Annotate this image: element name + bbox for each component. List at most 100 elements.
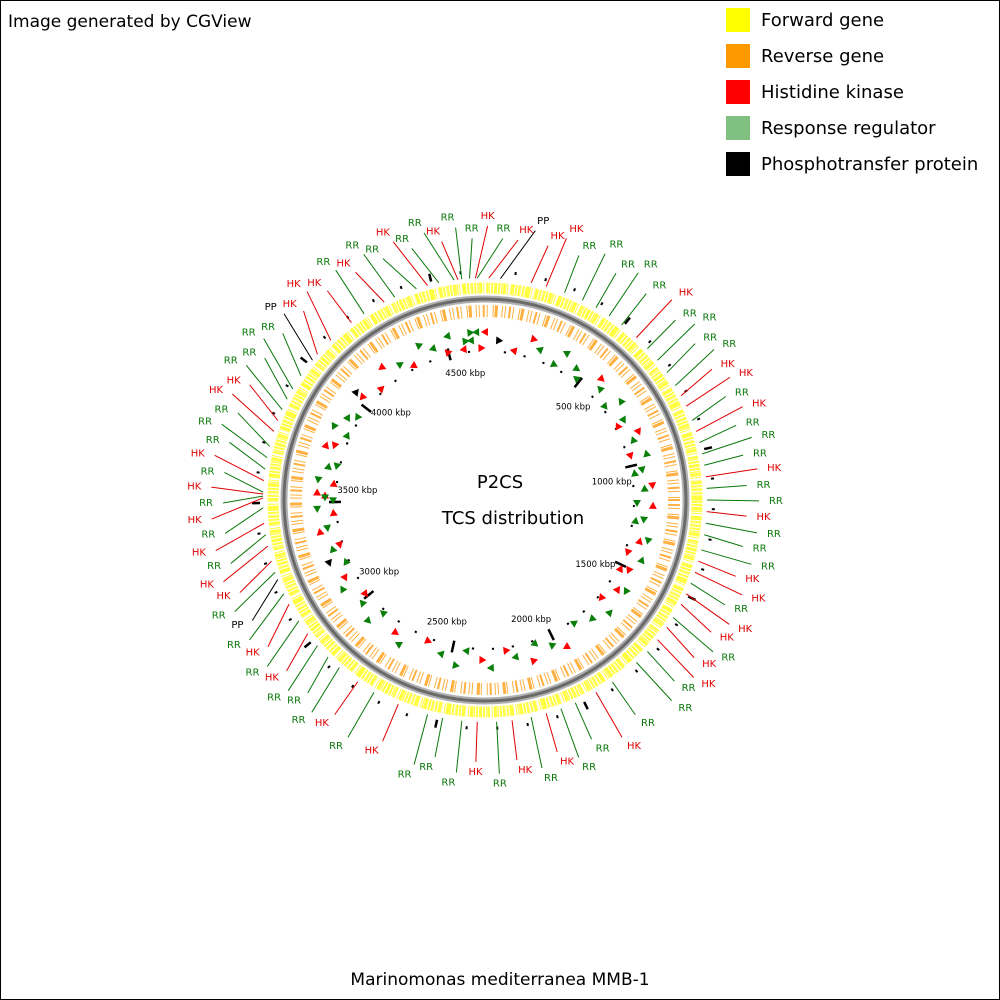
outer-minor-tick: [322, 335, 327, 340]
outer-minor-tick: [555, 715, 559, 719]
feature-connector: [621, 293, 647, 326]
major-tick: [614, 560, 627, 569]
feature-arrow: [598, 593, 607, 602]
scale-label: 2000 kbp: [511, 615, 551, 625]
feature-label: HK: [365, 745, 380, 756]
feature-label: RR: [761, 562, 775, 573]
legend-swatch: [726, 116, 750, 140]
feature-arrow: [324, 558, 332, 567]
feature-arrow: [648, 482, 657, 490]
scale-label: 500 kbp: [556, 403, 591, 413]
feature-arrow: [321, 494, 330, 502]
scale-label: 1500 kbp: [575, 560, 615, 570]
legend-label: Histidine kinase: [761, 82, 904, 103]
feature-connector: [249, 384, 279, 421]
feature-connector: [234, 571, 276, 612]
outer-minor-tick: [271, 411, 276, 415]
feature-connector: [636, 662, 672, 701]
feature-label: HK: [739, 368, 754, 379]
feature-label: RR: [703, 333, 717, 344]
feature-arrow: [342, 431, 350, 440]
feature-arrow: [644, 536, 653, 545]
feature-arrow: [340, 573, 348, 582]
feature-arrow: [618, 415, 626, 424]
feature-connector: [646, 651, 675, 682]
feature-label: RR: [683, 308, 697, 319]
feature-connector: [335, 269, 365, 315]
feature-connector: [363, 253, 396, 298]
scale-label: 1000 kbp: [592, 478, 632, 488]
feature-connector: [657, 323, 696, 361]
feature-arrow: [569, 620, 578, 628]
feature-arrow: [480, 328, 489, 337]
feature-label: HK: [468, 767, 483, 778]
feature-label: HK: [307, 278, 322, 289]
feature-label: RR: [544, 773, 558, 784]
feature-connector: [455, 720, 463, 773]
minor-tick: [596, 595, 600, 599]
feature-connector: [530, 717, 543, 769]
feature-label: RR: [734, 604, 748, 615]
major-tick: [573, 377, 584, 389]
minor-tick: [410, 368, 414, 372]
feature-connector: [237, 412, 270, 447]
minor-tick: [523, 355, 526, 358]
minor-tick: [381, 607, 385, 611]
feature-label: HK: [192, 548, 207, 559]
feature-label: RR: [419, 762, 433, 773]
feature-connector: [560, 708, 580, 758]
feature-label: RR: [496, 224, 510, 235]
feature-label: HK: [627, 741, 642, 752]
major-tick: [547, 628, 555, 641]
feature-arrow: [530, 334, 539, 343]
minor-tick: [428, 360, 432, 363]
feature-arrow: [600, 401, 608, 410]
minor-tick: [414, 630, 418, 634]
feature-label: RR: [201, 530, 215, 541]
feature-arrow: [452, 660, 460, 669]
feature-connector: [215, 522, 265, 552]
feature-label: HK: [200, 580, 215, 591]
feature-connector: [355, 271, 385, 303]
feature-label: HK: [426, 227, 441, 238]
feature-connector: [690, 582, 726, 606]
major-tick: [450, 640, 456, 653]
feature-label: HK: [720, 632, 735, 643]
feature-arrow: [604, 609, 613, 618]
feature-arrow: [572, 364, 581, 372]
feature-connector: [411, 248, 440, 284]
minor-tick: [582, 610, 586, 614]
feature-arrow: [466, 336, 475, 345]
feature-arrow: [549, 359, 558, 367]
feature-label: RR: [682, 683, 696, 694]
feature-label: RR: [621, 259, 635, 270]
feature-connector: [223, 545, 269, 583]
outer-minor-tick: [263, 562, 268, 565]
feature-arrow: [324, 462, 332, 471]
feature-connector: [701, 436, 752, 455]
reverse-gene-ring: [290, 305, 680, 695]
major-tick: [360, 403, 372, 413]
feature-connector: [705, 522, 758, 534]
feature-arrow: [314, 476, 323, 484]
feature-arrow: [596, 374, 605, 382]
outer-minor-tick: [573, 288, 577, 292]
feature-arrow: [631, 516, 640, 525]
minor-tick: [397, 620, 401, 623]
feature-label: RR: [227, 640, 241, 651]
outer-minor-tick: [405, 712, 409, 717]
feature-label: RR: [215, 405, 229, 416]
feature-label: HK: [287, 279, 302, 290]
feature-label: RR: [641, 718, 655, 729]
feature-connector: [287, 645, 318, 691]
feature-arrow: [444, 349, 453, 358]
feature-arrow: [573, 375, 582, 384]
legend-swatch: [726, 8, 750, 32]
feature-connector: [311, 667, 340, 713]
feature-label: RR: [267, 693, 281, 704]
feature-label: RR: [198, 416, 212, 427]
feature-connector: [705, 468, 758, 478]
feature-arrow: [631, 469, 640, 477]
feature-arrow: [329, 479, 338, 488]
outer-major-tick: [428, 273, 433, 282]
